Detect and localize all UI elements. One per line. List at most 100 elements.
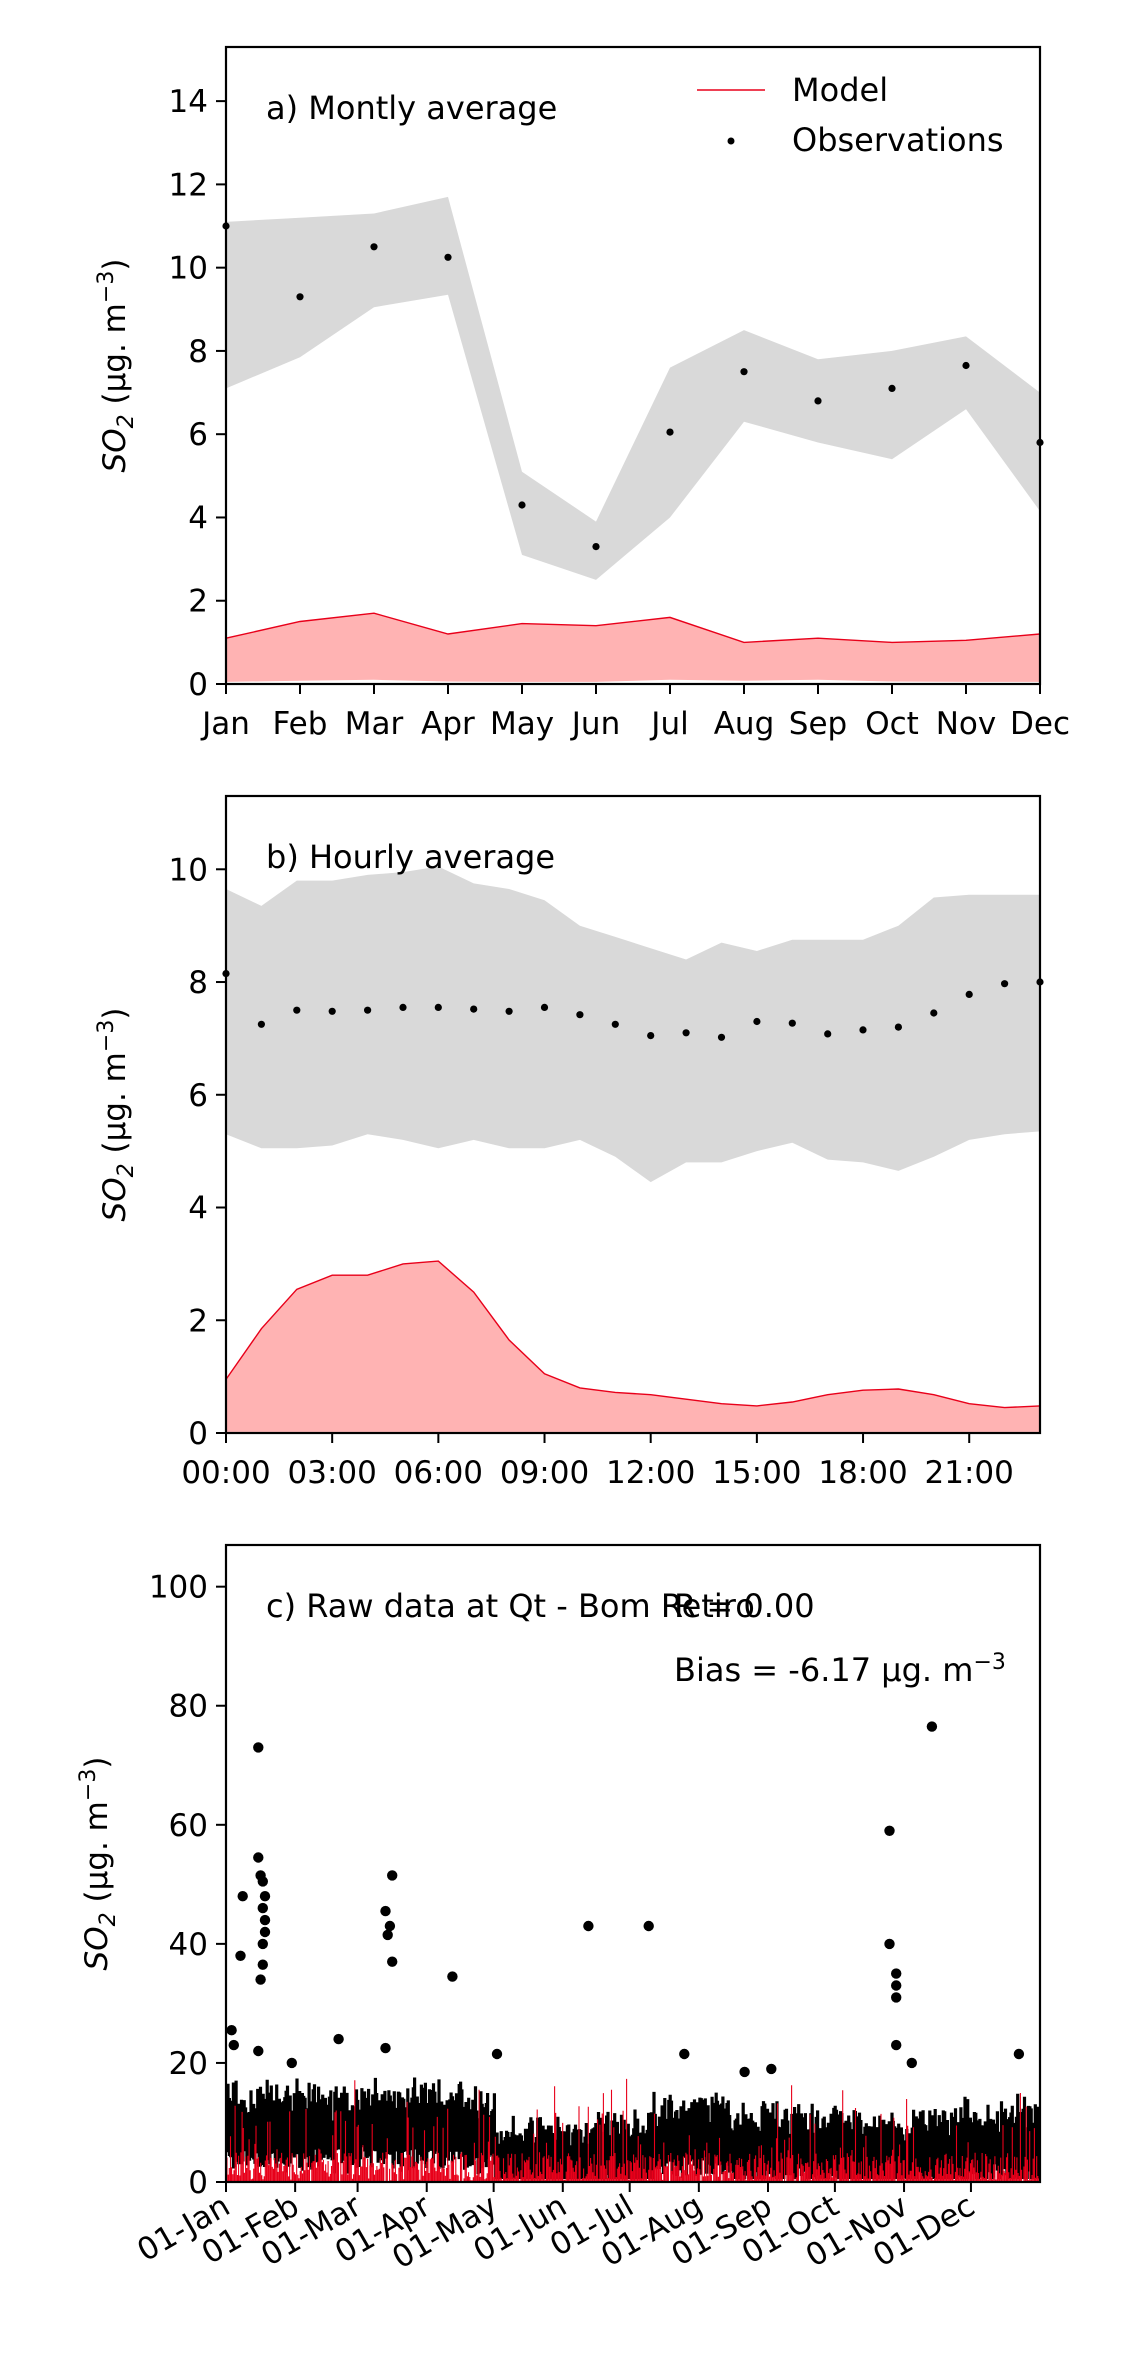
x-tick-label-oct: Oct [865, 706, 919, 742]
bias-main: Bias = -6.17 μg. m [674, 1651, 973, 1689]
x-tick-label-nov: Nov [936, 706, 997, 742]
observation-point-2 [370, 243, 378, 251]
y-axis-label: SO2 (μg. m−3) [94, 259, 139, 473]
observation-point-24 [447, 1971, 458, 1982]
model-line [225, 612, 1041, 644]
observation-point-7 [740, 368, 748, 376]
observation-point-13 [226, 2025, 237, 2036]
y-tick-label-6: 6 [188, 1078, 208, 1114]
panel-raw: 0 20 40 60 80 100 01-Jan01-Feb01-Mar01-Apr01-… [76, 1543, 1042, 2276]
x-tick-label-06-00: 06:00 [394, 1455, 483, 1491]
observation-point-25 [491, 2048, 503, 2060]
observation-point-1 [257, 1020, 265, 1028]
observations-range-band [226, 866, 1040, 1183]
observation-point-29 [739, 2066, 750, 2078]
observation-point-4 [364, 1006, 372, 1014]
panel-label: a) Montly average [266, 89, 557, 127]
y-tick-label-40: 40 [169, 1927, 208, 1963]
observations-points [222, 970, 1044, 1041]
axes-frame [224, 794, 1042, 1435]
observation-point-17 [333, 2033, 344, 2045]
legend-observations-swatch [727, 137, 735, 145]
observation-point-17 [824, 1030, 832, 1038]
x-tick-label-feb: Feb [273, 706, 328, 742]
observation-point-22 [387, 1956, 398, 1967]
observation-point-23 [380, 2042, 391, 2054]
y-label-unit: (μg. m [79, 1801, 115, 1912]
x-tick-label-00-00: 00:00 [181, 1455, 270, 1491]
observation-point-37 [906, 2057, 917, 2069]
observation-point-15 [753, 1017, 761, 1026]
x-tick-label-sep: Sep [789, 706, 847, 742]
observation-point-8 [814, 397, 822, 405]
bias-sup: −3 [973, 1650, 1005, 1675]
y-label-unit: (μg. m [97, 303, 133, 414]
observation-point-12 [255, 1974, 266, 1985]
bias-text: Bias = -6.17 μg. m−3 [674, 1650, 1006, 1689]
observation-point-35 [891, 1992, 902, 2003]
observation-point-10 [962, 361, 970, 370]
x-axis-ticks: 01-Jan01-Feb01-Mar01-Apr01-May01-Jun01-J… [131, 2182, 981, 2276]
y-tick-label-8: 8 [188, 965, 208, 1001]
model-area [225, 1260, 1041, 1432]
model-range-area [226, 1261, 1040, 1432]
y-tick-label-6: 6 [188, 417, 208, 453]
axes-frame [224, 1543, 1042, 2184]
observation-point-19 [894, 1023, 903, 1031]
observation-point-16 [286, 2057, 297, 2069]
observation-point-3 [328, 1007, 336, 1015]
observation-point-12 [647, 1032, 655, 1040]
y-label-main: SO [97, 428, 133, 472]
x-tick-label-09-00: 09:00 [500, 1455, 589, 1491]
observation-point-2 [253, 1742, 264, 1753]
legend: Model Observations [697, 71, 1004, 159]
y-axis-label: SO2 (μg. m−3) [94, 1008, 139, 1222]
x-tick-label-dec: Dec [1010, 706, 1070, 742]
x-axis-ticks: 00:00 03:00 06:00 09:00 12:00 15:00 18:00 21:00 [181, 1433, 1014, 1491]
y-tick-label-100: 100 [149, 1570, 208, 1606]
y-tick-label-0: 0 [188, 667, 208, 703]
observation-point-39 [1013, 2048, 1025, 2060]
y-label-close: ) [97, 259, 133, 271]
observation-point-27 [643, 1920, 654, 1932]
observation-point-22 [1001, 980, 1009, 988]
axes-frame [224, 45, 1042, 686]
observation-point-4 [518, 501, 526, 509]
correlation-text: R = 0.00 [674, 1587, 815, 1625]
observation-point-6 [434, 1003, 442, 1012]
observation-point-3 [253, 1852, 264, 1863]
x-tick-label-15-00: 15:00 [712, 1455, 801, 1491]
observation-point-2 [293, 1006, 301, 1014]
observation-point-14 [228, 2039, 239, 2051]
y-axis-ticks: 0 20 40 60 80 100 [149, 1570, 226, 2201]
observations-range-band [226, 196, 1040, 580]
x-tick-label-jan: Jan [200, 706, 250, 742]
observation-point-26 [583, 1920, 594, 1932]
legend-model-label: Model [792, 71, 888, 109]
observation-point-6 [259, 1891, 271, 1902]
observation-point-10 [576, 1011, 584, 1019]
observation-point-5 [399, 1003, 407, 1012]
x-tick-label-03-00: 03:00 [288, 1455, 377, 1491]
y-label-sub: 2 [114, 414, 139, 428]
y-label-sup: −3 [76, 1769, 101, 1801]
y-tick-label-2: 2 [188, 584, 208, 620]
y-label-main: SO [97, 1177, 133, 1221]
observation-point-21 [382, 1929, 393, 1941]
y-tick-label-80: 80 [169, 1689, 208, 1725]
y-label-close: ) [79, 1757, 115, 1769]
y-tick-label-4: 4 [188, 500, 208, 536]
observation-point-38 [926, 1721, 938, 1732]
observation-point-1 [296, 293, 304, 301]
y-axis-ticks: 0 2 4 6 8 10 [169, 852, 226, 1452]
y-tick-label-12: 12 [169, 167, 208, 203]
x-axis-ticks: Jan Feb Mar Apr May Jun Jul Aug Sep Oct Nov Dec [200, 684, 1070, 742]
observation-point-9 [888, 384, 896, 392]
y-tick-label-0: 0 [188, 2165, 208, 2201]
y-label-sup: −3 [94, 271, 119, 303]
y-tick-label-4: 4 [188, 1191, 208, 1227]
y-tick-label-20: 20 [169, 2046, 208, 2082]
observation-point-18 [380, 1905, 391, 1917]
y-axis-label: SO2 (μg. m−3) [76, 1757, 121, 1971]
observation-point-20 [387, 1870, 398, 1881]
